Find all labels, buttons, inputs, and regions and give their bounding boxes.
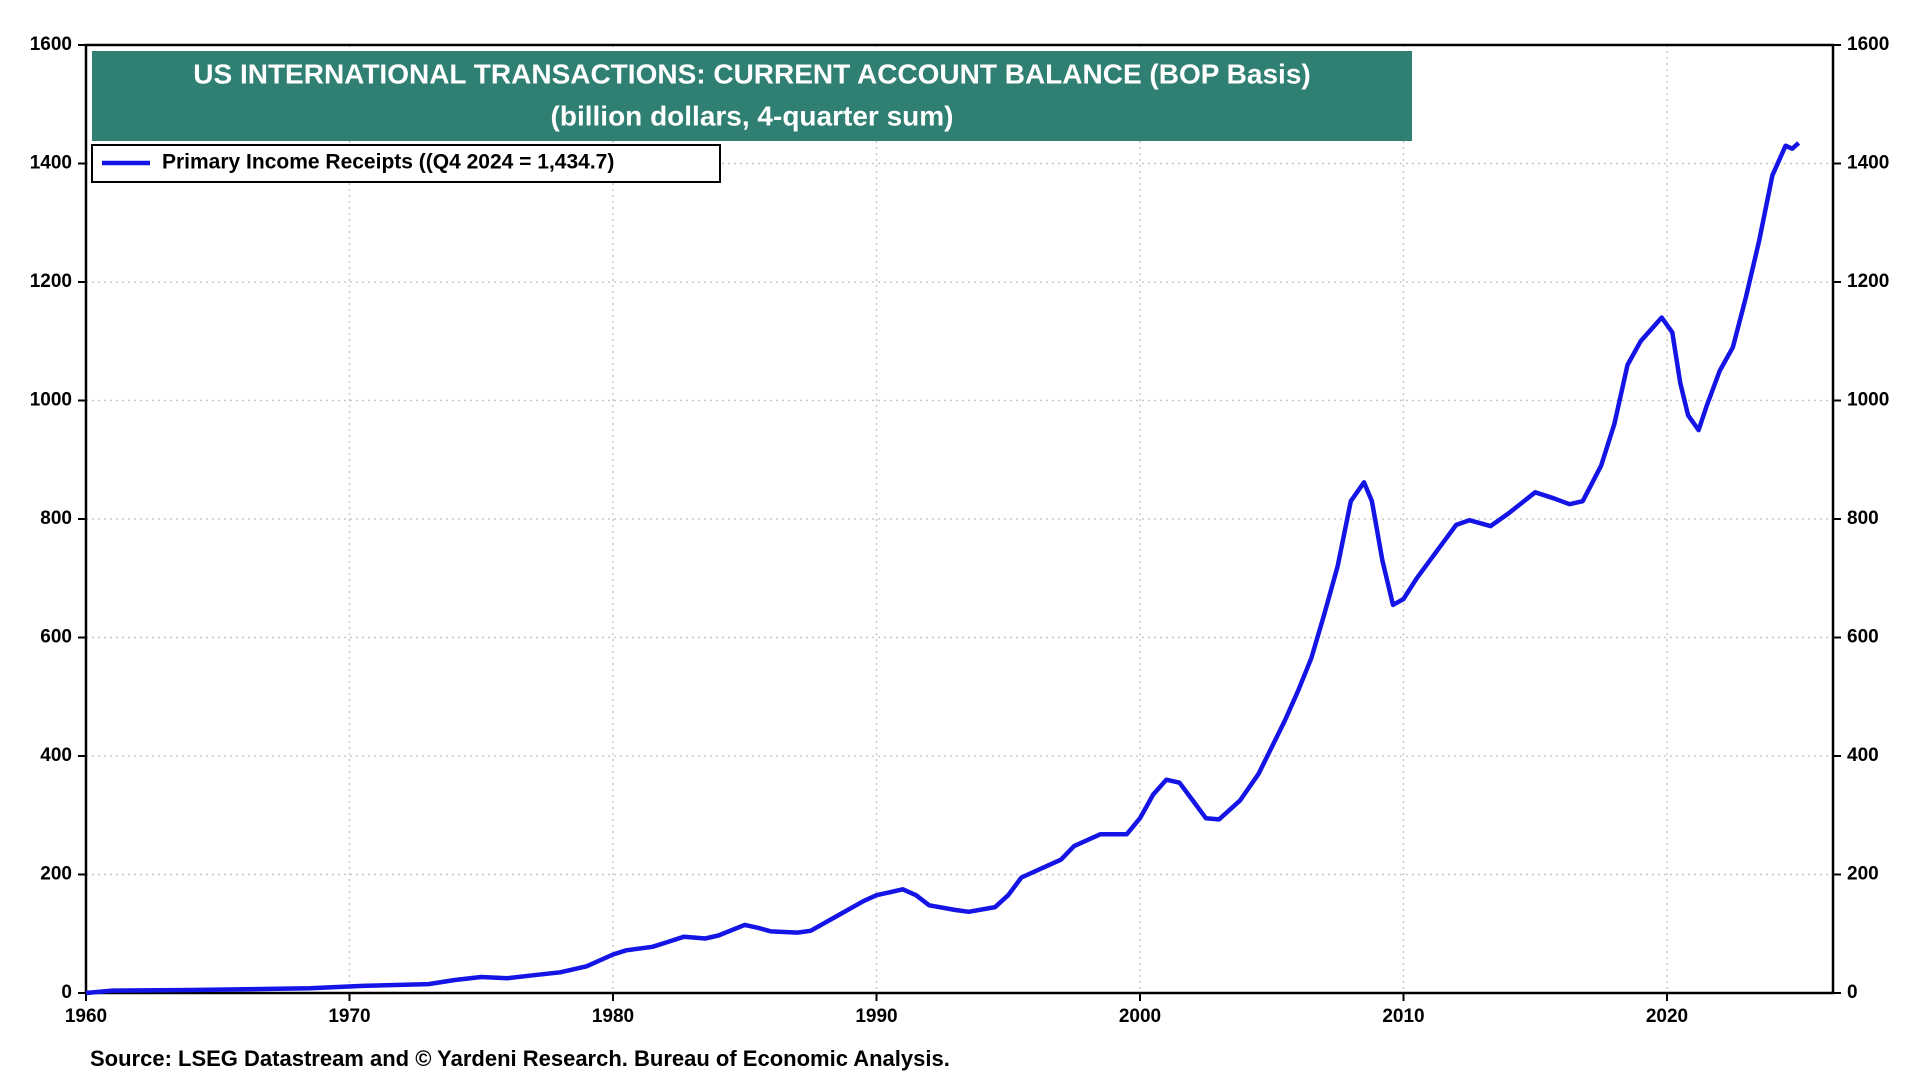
y2-tick-label: 600 — [1847, 627, 1879, 648]
chart-subtitle: (billion dollars, 4-quarter sum) — [551, 100, 954, 131]
y2-tick-label: 1200 — [1847, 271, 1889, 292]
x-tick-label: 2010 — [1382, 1006, 1424, 1027]
chart-title: US INTERNATIONAL TRANSACTIONS: CURRENT A… — [193, 58, 1310, 89]
y-tick-label: 400 — [40, 745, 72, 766]
x-tick-label: 1960 — [65, 1006, 107, 1027]
x-tick-label: 1970 — [328, 1006, 370, 1027]
x-tick-label: 1980 — [592, 1006, 634, 1027]
y2-tick-label: 1400 — [1847, 153, 1889, 174]
x-tick-label: 1990 — [855, 1006, 897, 1027]
title-box — [92, 51, 1412, 141]
y2-tick-label: 1600 — [1847, 34, 1889, 55]
source-note: Source: LSEG Datastream and © Yardeni Re… — [90, 1046, 950, 1071]
y-tick-label: 1600 — [30, 34, 72, 55]
y2-tick-label: 200 — [1847, 864, 1879, 885]
y2-tick-label: 1000 — [1847, 390, 1889, 411]
x-tick-label: 2020 — [1646, 1006, 1688, 1027]
y-tick-label: 1400 — [30, 153, 72, 174]
y-tick-label: 600 — [40, 627, 72, 648]
y-tick-label: 0 — [61, 982, 72, 1003]
y-tick-label: 200 — [40, 864, 72, 885]
y2-tick-label: 400 — [1847, 745, 1879, 766]
legend-label: Primary Income Receipts ((Q4 2024 = 1,43… — [162, 151, 614, 174]
legend-box — [91, 144, 721, 183]
y-tick-label: 800 — [40, 508, 72, 529]
plot-frame — [84, 43, 1835, 995]
series-line — [85, 141, 1801, 996]
y-tick-label: 1200 — [30, 271, 72, 292]
x-tick-label: 2000 — [1119, 1006, 1161, 1027]
y2-tick-label: 800 — [1847, 508, 1879, 529]
y2-tick-label: 0 — [1847, 982, 1858, 1003]
y-tick-label: 1000 — [30, 390, 72, 411]
